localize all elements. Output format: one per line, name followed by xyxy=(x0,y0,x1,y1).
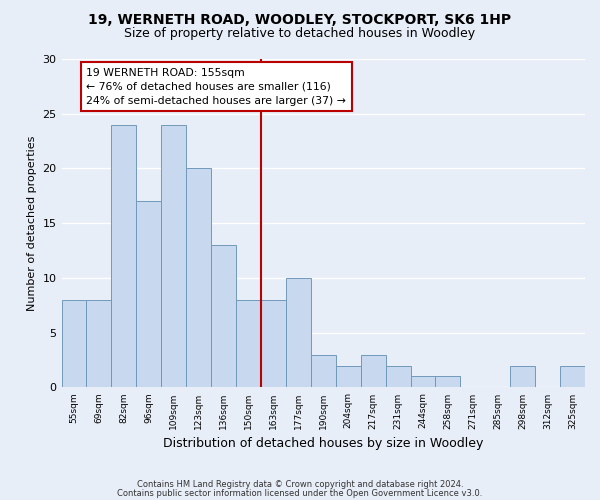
Bar xyxy=(211,245,236,388)
Bar xyxy=(336,366,361,388)
Bar xyxy=(236,300,261,388)
Bar xyxy=(86,300,112,388)
Bar xyxy=(410,376,436,388)
Bar xyxy=(386,366,410,388)
Text: Contains HM Land Registry data © Crown copyright and database right 2024.: Contains HM Land Registry data © Crown c… xyxy=(137,480,463,489)
Y-axis label: Number of detached properties: Number of detached properties xyxy=(27,136,37,311)
Bar xyxy=(436,376,460,388)
Bar xyxy=(136,202,161,388)
Text: 19, WERNETH ROAD, WOODLEY, STOCKPORT, SK6 1HP: 19, WERNETH ROAD, WOODLEY, STOCKPORT, SK… xyxy=(88,12,512,26)
Bar xyxy=(560,366,585,388)
Bar xyxy=(161,124,186,388)
Text: Contains public sector information licensed under the Open Government Licence v3: Contains public sector information licen… xyxy=(118,488,482,498)
Bar xyxy=(510,366,535,388)
Bar xyxy=(261,300,286,388)
Bar xyxy=(112,124,136,388)
Bar xyxy=(286,278,311,388)
Bar xyxy=(62,300,86,388)
Bar xyxy=(361,354,386,388)
X-axis label: Distribution of detached houses by size in Woodley: Distribution of detached houses by size … xyxy=(163,437,484,450)
Bar xyxy=(186,168,211,388)
Text: Size of property relative to detached houses in Woodley: Size of property relative to detached ho… xyxy=(124,28,476,40)
Text: 19 WERNETH ROAD: 155sqm
← 76% of detached houses are smaller (116)
24% of semi-d: 19 WERNETH ROAD: 155sqm ← 76% of detache… xyxy=(86,68,346,106)
Bar xyxy=(311,354,336,388)
